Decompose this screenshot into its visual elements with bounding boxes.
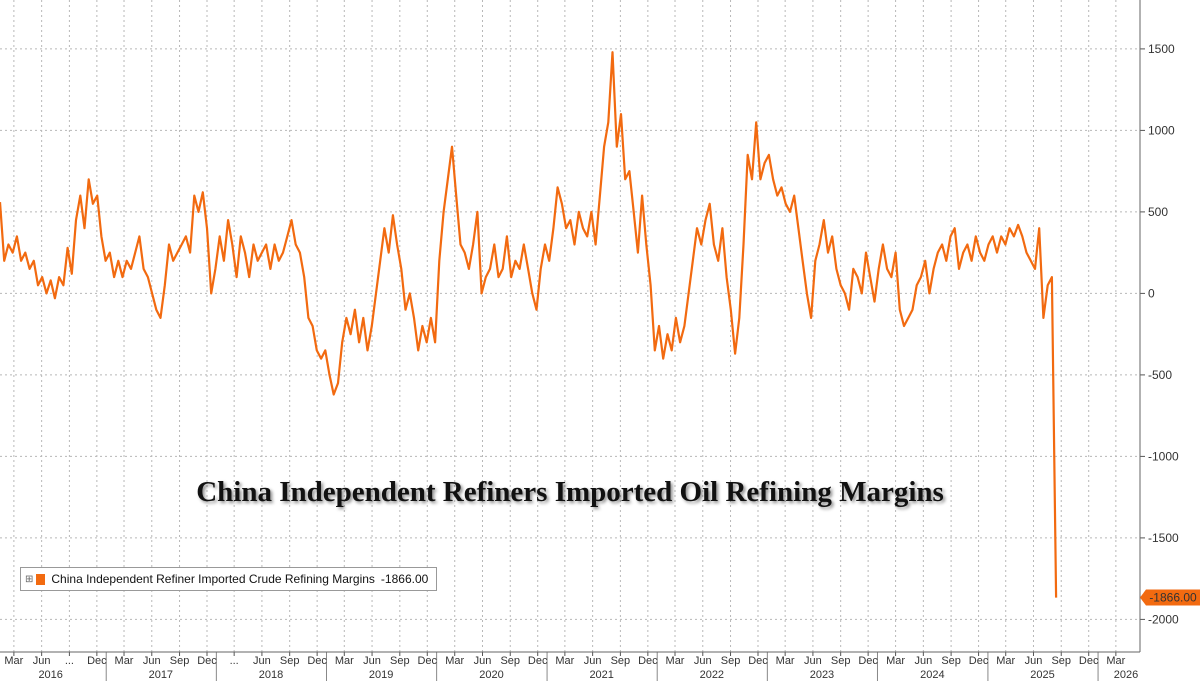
x-tick-label: Mar — [445, 655, 464, 667]
x-tick-label: Dec — [1079, 655, 1099, 667]
x-tick-label: Dec — [307, 655, 327, 667]
x-tick-label: Jun — [694, 655, 712, 667]
x-tick-label: Jun — [143, 655, 161, 667]
y-tick-label: -1500 — [1148, 531, 1179, 545]
x-year-label: 2016 — [38, 669, 62, 681]
x-tick-label: Jun — [474, 655, 492, 667]
x-year-label: 2020 — [479, 669, 503, 681]
legend[interactable]: ⊞ China Independent Refiner Imported Cru… — [20, 567, 438, 591]
x-tick-label: Mar — [335, 655, 354, 667]
x-tick-label: Mar — [555, 655, 574, 667]
y-tick-label: 1500 — [1148, 42, 1175, 56]
x-tick-label: Sep — [170, 655, 190, 667]
x-tick-label: Dec — [87, 655, 107, 667]
x-tick-label: Jun — [33, 655, 51, 667]
x-year-label: 2024 — [920, 669, 944, 681]
x-tick-label: Sep — [1051, 655, 1071, 667]
axis-labels: 1500 1000 500 0 -500 -1000 -1500 -2000 Mar Jun...… — [4, 42, 1200, 681]
x-tick-label: Sep — [941, 655, 961, 667]
x-tick-label: Dec — [748, 655, 768, 667]
last-value-badge-bg — [1140, 589, 1200, 606]
y-tick-label: 500 — [1148, 205, 1168, 219]
series-layer — [0, 51, 1058, 598]
x-year-label: 2018 — [259, 669, 283, 681]
x-tick-label: Mar — [666, 655, 685, 667]
x-year-label: 2023 — [810, 669, 834, 681]
legend-swatch — [36, 573, 46, 585]
x-tick-label: Jun — [1025, 655, 1043, 667]
x-tick-label: Sep — [831, 655, 851, 667]
x-tick-label: Mar — [1106, 655, 1125, 667]
grid-lines — [0, 0, 1140, 652]
x-tick-label: Mar — [115, 655, 134, 667]
x-tick-label: Mar — [996, 655, 1015, 667]
legend-toggle-icon[interactable]: ⊞ — [25, 573, 34, 585]
x-tick-label: ... — [230, 655, 239, 667]
last-value-label: -1866.00 — [1149, 591, 1197, 605]
x-tick-label: Dec — [528, 655, 548, 667]
x-year-label: 2019 — [369, 669, 393, 681]
y-tick-label: 0 — [1148, 286, 1155, 300]
x-year-label: 2017 — [149, 669, 173, 681]
x-year-label: 2026 — [1114, 669, 1138, 681]
x-tick-label: Jun — [804, 655, 822, 667]
x-tick-label: Mar — [886, 655, 905, 667]
x-tick-label: Jun — [253, 655, 271, 667]
last-value-badge: -1866.00 — [1140, 589, 1200, 606]
y-tick-label: -500 — [1148, 368, 1172, 382]
x-tick-label: Dec — [417, 655, 437, 667]
x-tick-label: Mar — [4, 655, 23, 667]
x-tick-label: Dec — [858, 655, 878, 667]
x-year-label: 2025 — [1030, 669, 1054, 681]
legend-series-name: China Independent Refiner Imported Crude… — [51, 572, 375, 586]
x-year-label: 2022 — [700, 669, 724, 681]
legend-last-value: -1866.00 — [380, 572, 429, 586]
x-tick-label: Dec — [638, 655, 658, 667]
x-year-label: 2021 — [589, 669, 613, 681]
chart-title: China Independent Refiners Imported Oil … — [196, 476, 944, 508]
y-tick-label: -2000 — [1148, 612, 1179, 626]
x-tick-label: Sep — [611, 655, 631, 667]
x-tick-label: Dec — [197, 655, 217, 667]
axes — [0, 0, 1145, 681]
y-tick-label: -1000 — [1148, 449, 1179, 463]
x-tick-label: Sep — [280, 655, 300, 667]
x-tick-label: Sep — [721, 655, 741, 667]
x-tick-label: Dec — [969, 655, 989, 667]
x-tick-label: Jun — [914, 655, 932, 667]
x-tick-label: Jun — [584, 655, 602, 667]
x-tick-label: Mar — [776, 655, 795, 667]
x-tick-label: Sep — [500, 655, 520, 667]
series-line — [0, 51, 1058, 598]
x-tick-label: Sep — [390, 655, 410, 667]
x-tick-label: ... — [65, 655, 74, 667]
x-tick-label: Jun — [363, 655, 381, 667]
y-tick-label: 1000 — [1148, 123, 1175, 137]
